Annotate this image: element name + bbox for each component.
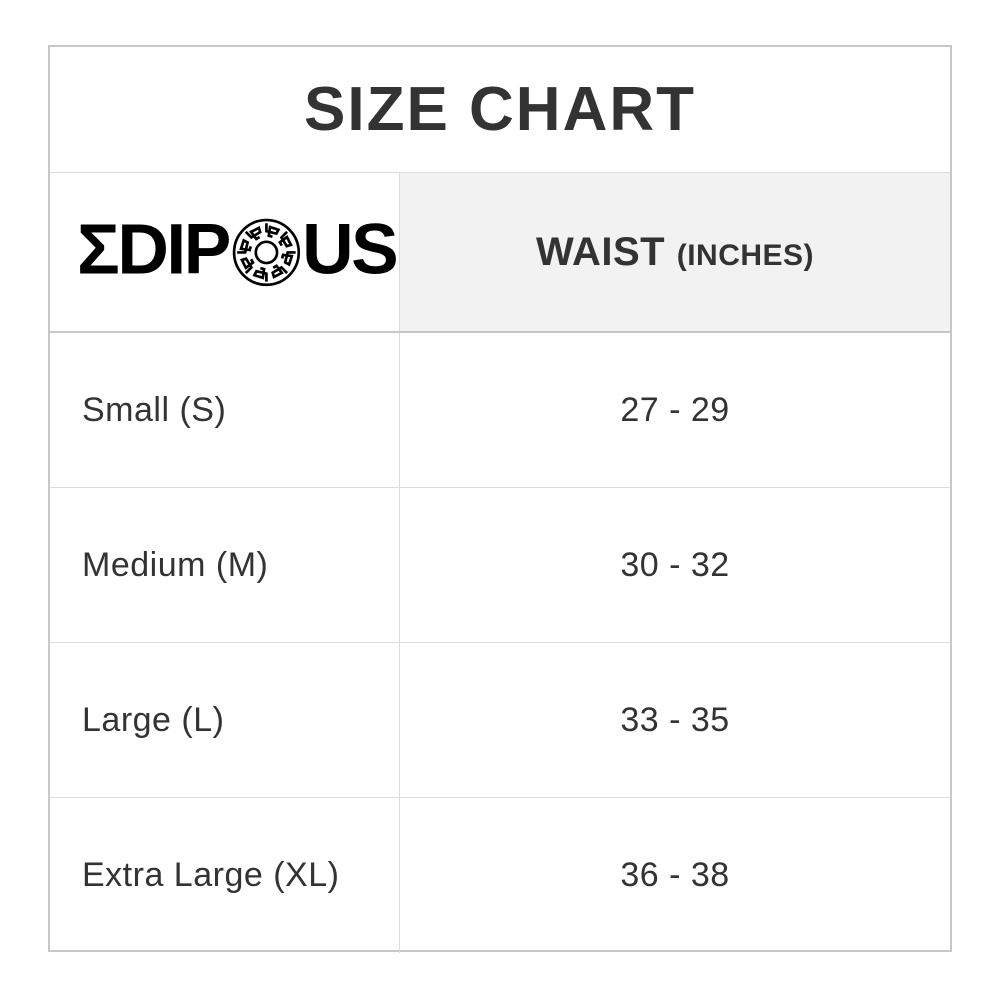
svg-text:US: US (302, 209, 396, 289)
svg-text:ΣDIP: ΣDIP (77, 209, 230, 289)
